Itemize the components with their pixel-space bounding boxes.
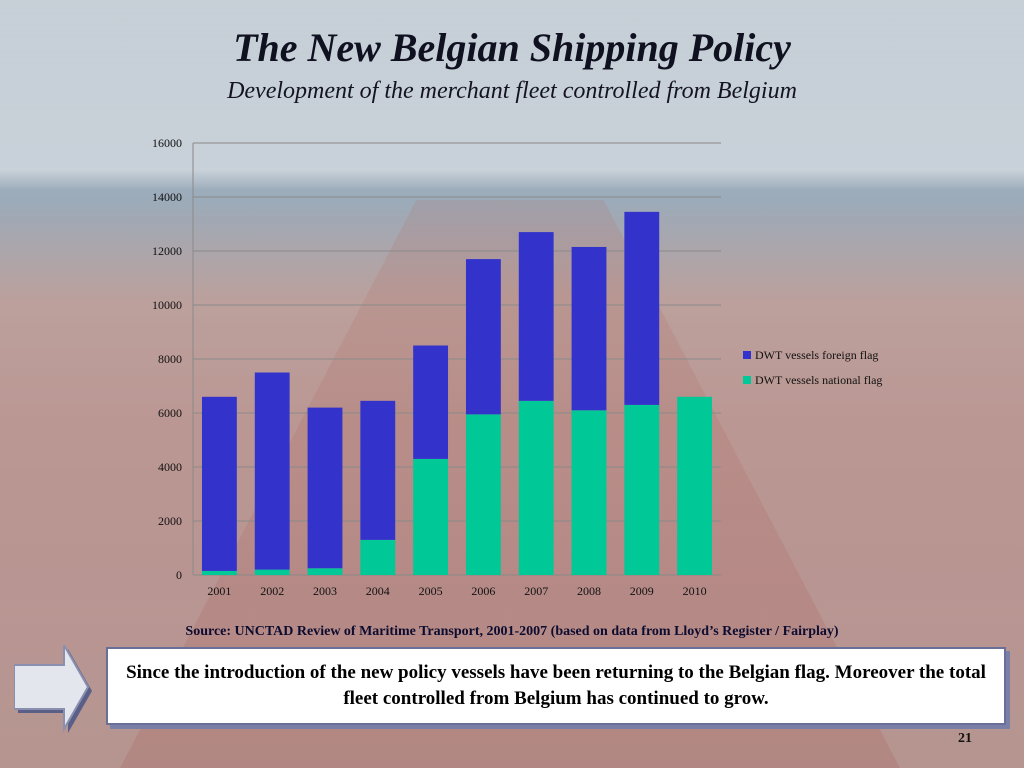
bar-foreign-2008 — [571, 246, 607, 411]
slide-subtitle: Development of the merchant fleet contro… — [227, 78, 797, 104]
bar-foreign-2007 — [518, 232, 554, 401]
slide-title: The New Belgian Shipping Policy — [233, 25, 791, 70]
bar-national-2005 — [413, 458, 449, 575]
bar-national-2002 — [254, 569, 290, 575]
bar-national-2008 — [571, 410, 607, 575]
x-axis-ticks: 2001 2002 2003 2004 2005 2006 2007 2008 2009 2010 — [207, 584, 706, 598]
y-tick-label: 4000 — [158, 460, 182, 474]
y-tick-label: 14000 — [152, 190, 182, 204]
bar-foreign-2006 — [465, 259, 501, 415]
bar-national-2004 — [360, 539, 396, 575]
x-tick-label: 2004 — [366, 584, 390, 598]
bar-national-2007 — [518, 400, 554, 575]
y-tick-label: 12000 — [152, 244, 182, 258]
y-tick-label: 2000 — [158, 514, 182, 528]
legend-swatch — [743, 351, 751, 359]
x-tick-label: 2003 — [313, 584, 337, 598]
bar-foreign-2005 — [413, 345, 449, 459]
x-tick-label: 2007 — [524, 584, 548, 598]
y-tick-label: 16000 — [152, 136, 182, 150]
x-tick-label: 2005 — [419, 584, 443, 598]
page-number: 21 — [958, 731, 972, 746]
bar-national-2009 — [624, 404, 660, 575]
bars — [201, 211, 713, 575]
bar-foreign-2004 — [360, 400, 396, 540]
bar-national-2006 — [465, 414, 501, 575]
bar-foreign-2001 — [201, 396, 237, 571]
x-tick-label: 2009 — [630, 584, 654, 598]
source-note: Source: UNCTAD Review of Maritime Transp… — [185, 624, 839, 639]
x-tick-label: 2002 — [260, 584, 284, 598]
x-tick-label: 2008 — [577, 584, 601, 598]
bar-foreign-2003 — [307, 407, 343, 569]
legend: DWT vessels foreign flag DWT vessels nati… — [743, 348, 882, 387]
x-tick-label: 2010 — [683, 584, 707, 598]
y-tick-label: 8000 — [158, 352, 182, 366]
right-arrow-icon — [14, 645, 92, 733]
stacked-bar-chart: 0 2000 4000 6000 8000 10000 12000 14000 16000 20… — [152, 136, 882, 598]
callout-text: Since the introduction of the new policy… — [126, 662, 986, 709]
legend-label: DWT vessels foreign flag — [755, 348, 878, 362]
y-tick-label: 0 — [176, 568, 182, 582]
x-tick-label: 2001 — [207, 584, 231, 598]
x-tick-label: 2006 — [471, 584, 495, 598]
bar-national-2001 — [201, 570, 237, 575]
callout-box: Since the introduction of the new policy… — [106, 647, 1006, 725]
y-tick-label: 10000 — [152, 298, 182, 312]
legend-swatch — [743, 376, 751, 384]
bar-foreign-2002 — [254, 372, 290, 570]
y-axis-ticks: 0 2000 4000 6000 8000 10000 12000 14000 16000 — [152, 136, 182, 582]
bar-national-2010 — [677, 396, 713, 575]
bar-foreign-2009 — [624, 211, 660, 405]
legend-label: DWT vessels national flag — [755, 373, 882, 387]
y-tick-label: 6000 — [158, 406, 182, 420]
bar-national-2003 — [307, 568, 343, 575]
